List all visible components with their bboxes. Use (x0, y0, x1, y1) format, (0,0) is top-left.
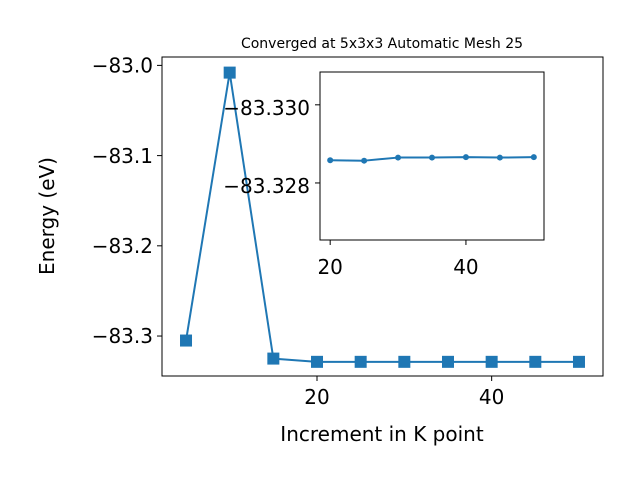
inset-data-point (395, 154, 402, 161)
main-y-tick-label: −83.0 (92, 54, 153, 78)
inset-x-tick-label: 20 (317, 255, 342, 279)
inset-x-tick-label: 40 (453, 255, 478, 279)
inset-y-tick-label: −83.330 (223, 96, 310, 120)
y-axis-label: Energy (eV) (35, 157, 59, 275)
main-y-tick-label: −83.1 (92, 144, 153, 168)
main-data-point (441, 355, 454, 368)
main-y-tick-label: −83.2 (92, 234, 153, 258)
main-x-tick-label: 20 (304, 385, 329, 409)
inset-chart: 20 40 −83.330 −83.328 (223, 71, 545, 279)
main-y-tick-label: −83.3 (92, 324, 153, 348)
inset-y-tick-label: −83.328 (223, 174, 310, 198)
x-axis-label: Increment in K point (280, 422, 484, 446)
inset-data-point (462, 154, 469, 161)
main-data-point (572, 355, 585, 368)
inset-data-point (530, 154, 537, 161)
main-data-point (529, 355, 542, 368)
main-data-point (485, 355, 498, 368)
inset-data-point (429, 154, 435, 161)
main-data-point (311, 355, 324, 368)
main-data-point (267, 352, 280, 365)
main-data-point (180, 334, 193, 347)
chart-title: Converged at 5x3x3 Automatic Mesh 25 (241, 36, 523, 52)
main-series-line (185, 71, 579, 363)
main-data-point (354, 355, 367, 368)
inset-data-point (361, 157, 368, 164)
inset-data-point (496, 154, 503, 161)
main-data-point (223, 66, 236, 79)
inset-data-point (327, 157, 334, 164)
main-x-tick-label: 40 (479, 385, 504, 409)
main-data-point (398, 355, 411, 368)
